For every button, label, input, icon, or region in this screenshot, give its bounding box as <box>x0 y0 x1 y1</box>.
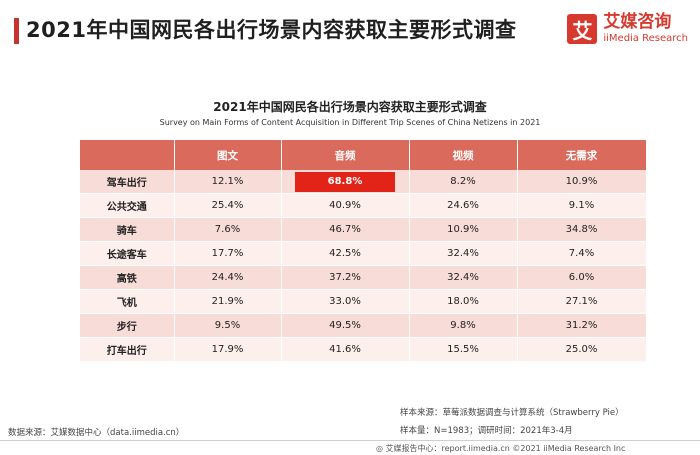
table-row: 骑车 7.6% 46.7% 10.9% 34.8% <box>80 217 647 242</box>
survey-table: 图文 音频 视频 无需求 驾车出行 12.1% 68.8% 8.2% 10.9% 公共交通… <box>80 140 647 362</box>
table-cell: 24.4% <box>174 265 282 290</box>
column-header: 音频 <box>281 140 410 170</box>
footer-divider <box>0 440 700 441</box>
page-title: 2021年中国网民各出行场景内容获取主要形式调查 <box>26 18 517 42</box>
column-header: 视频 <box>409 140 518 170</box>
row-label: 打车出行 <box>80 337 175 362</box>
table-row: 公共交通 25.4% 40.9% 24.6% 9.1% <box>80 193 647 218</box>
table-row: 高铁 24.4% 37.2% 32.4% 6.0% <box>80 265 647 290</box>
header: 2021年中国网民各出行场景内容获取主要形式调查 艾 艾媒咨询 iiMedia … <box>0 0 700 52</box>
column-header: 无需求 <box>517 140 647 170</box>
column-header: 图文 <box>174 140 282 170</box>
table-row: 打车出行 17.9% 41.6% 15.5% 25.0% <box>80 337 647 362</box>
table-cell: 68.8% <box>281 170 410 194</box>
table-cell: 25.4% <box>174 193 282 218</box>
table-cell: 34.8% <box>517 217 647 242</box>
table-cell: 15.5% <box>409 337 518 362</box>
table-cell: 24.6% <box>409 193 518 218</box>
table-cell: 18.0% <box>409 289 518 314</box>
table-row: 驾车出行 12.1% 68.8% 8.2% 10.9% <box>80 170 647 194</box>
table-body: 驾车出行 12.1% 68.8% 8.2% 10.9% 公共交通 25.4% 40.9% 24.… <box>80 170 647 362</box>
table-row: 飞机 21.9% 33.0% 18.0% 27.1% <box>80 289 647 314</box>
table-row: 步行 9.5% 49.5% 9.8% 31.2% <box>80 313 647 338</box>
row-label: 高铁 <box>80 265 175 290</box>
table-cell: 37.2% <box>281 265 410 290</box>
table-cell: 27.1% <box>517 289 647 314</box>
table-cell: 21.9% <box>174 289 282 314</box>
table-cell: 9.1% <box>517 193 647 218</box>
row-label: 骑车 <box>80 217 175 242</box>
sample-size-note: 样本量：N=1983；调研时间：2021年3-4月 <box>400 426 573 436</box>
table-row: 长途客车 17.7% 42.5% 32.4% 7.4% <box>80 241 647 266</box>
table-cell: 32.4% <box>409 241 518 266</box>
table-cell: 7.4% <box>517 241 647 266</box>
table-cell: 6.0% <box>517 265 647 290</box>
table-cell: 42.5% <box>281 241 410 266</box>
highlighted-value: 68.8% <box>295 171 395 192</box>
table-cell: 17.7% <box>174 241 282 266</box>
table-cell: 7.6% <box>174 217 282 242</box>
row-label: 驾车出行 <box>80 170 175 194</box>
header-corner <box>80 140 175 170</box>
table-header-row: 图文 音频 视频 无需求 <box>80 140 647 170</box>
logo-en: iiMedia Research <box>603 33 688 44</box>
logo-mark-icon: 艾 <box>567 14 598 44</box>
logo-text: 艾媒咨询 iiMedia Research <box>603 14 688 44</box>
table-cell: 12.1% <box>174 170 282 194</box>
report-center-note: ◎ 艾媒报告中心：report.iimedia.cn ©2021 iiMedia… <box>376 444 626 453</box>
table-cell: 10.9% <box>409 217 518 242</box>
logo-cn: 艾媒咨询 <box>603 12 672 32</box>
row-label: 公共交通 <box>80 193 175 218</box>
sample-source-note: 样本来源：草莓派数据调查与计算系统（Strawberry Pie） <box>400 408 624 418</box>
chart-subtitle: Survey on Main Forms of Content Acquisit… <box>159 118 541 127</box>
table-cell: 49.5% <box>281 313 410 338</box>
iimedia-logo: 艾 艾媒咨询 iiMedia Research <box>567 12 688 46</box>
chart-title: 2021年中国网民各出行场景内容获取主要形式调查 <box>213 100 487 114</box>
row-label: 飞机 <box>80 289 175 314</box>
table-cell: 8.2% <box>409 170 518 194</box>
table-cell: 46.7% <box>281 217 410 242</box>
row-label: 长途客车 <box>80 241 175 266</box>
row-label: 步行 <box>80 313 175 338</box>
table-cell: 31.2% <box>517 313 647 338</box>
table-cell: 17.9% <box>174 337 282 362</box>
table-cell: 41.6% <box>281 337 410 362</box>
table-cell: 10.9% <box>517 170 647 194</box>
table-cell: 32.4% <box>409 265 518 290</box>
table-cell: 33.0% <box>281 289 410 314</box>
table-cell: 9.8% <box>409 313 518 338</box>
table-cell: 25.0% <box>517 337 647 362</box>
table-cell: 40.9% <box>281 193 410 218</box>
table-cell: 9.5% <box>174 313 282 338</box>
title-accent-bar <box>14 18 19 44</box>
data-source-note: 数据来源：艾媒数据中心（data.iimedia.cn） <box>8 428 185 438</box>
